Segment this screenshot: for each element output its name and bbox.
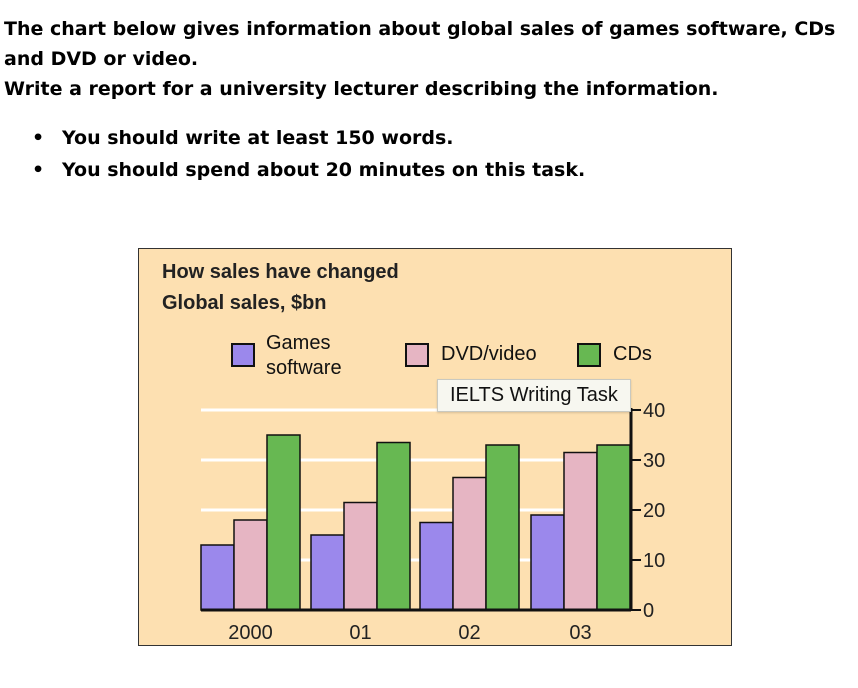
task-requirement: Write a report for a university lecturer… — [4, 78, 719, 100]
chart-title: How sales have changed — [162, 261, 399, 283]
bar-chart: 2000 01 02 03 0 10 20 30 40 — [200, 400, 665, 644]
y-tick-label-20: 20 — [643, 500, 665, 522]
y-tick-label-0: 0 — [643, 600, 654, 622]
task-description: The chart below gives information about … — [4, 18, 836, 70]
legend-swatch-games-software — [231, 343, 255, 367]
x-tick-label-03: 03 — [569, 622, 591, 644]
legend-label-cds: CDs — [613, 343, 652, 365]
legend-swatch-cds — [577, 343, 601, 367]
bar-cds-01 — [376, 441, 411, 611]
y-tick-label-10: 10 — [643, 550, 665, 572]
bar-dvd-video-03 — [563, 451, 598, 611]
y-tick-label-40: 40 — [643, 400, 665, 422]
bar-games-software-02 — [419, 521, 454, 611]
bar-games-software-2000 — [200, 544, 235, 611]
bar-cds-03 — [596, 444, 631, 611]
bar-dvd-video-2000 — [233, 519, 268, 611]
legend-label-dvd-video: DVD/video — [441, 343, 537, 365]
x-tick-label-02: 02 — [458, 622, 480, 644]
bar-dvd-video-02 — [452, 476, 487, 611]
legend-swatch-dvd-video — [405, 343, 429, 367]
chart-panel: How sales have changed Global sales, $bn… — [138, 248, 732, 646]
y-tick-label-30: 30 — [643, 450, 665, 472]
bullet-word-count: You should write at least 150 words. — [30, 122, 585, 154]
x-tick-label-01: 01 — [349, 622, 371, 644]
bar-cds-02 — [485, 444, 520, 611]
bar-cds-2000 — [266, 434, 301, 611]
bar-games-software-03 — [530, 514, 565, 611]
bullet-time-limit: You should spend about 20 minutes on thi… — [30, 154, 585, 186]
task-instructions: The chart below gives information about … — [4, 14, 854, 104]
bar-dvd-video-01 — [343, 501, 378, 611]
chart-title-block: How sales have changed Global sales, $bn — [162, 257, 399, 319]
tooltip: IELTS Writing Task — [437, 379, 631, 412]
legend-label-games-software: Games software — [266, 332, 342, 379]
chart-subtitle: Global sales, $bn — [162, 292, 327, 314]
x-tick-label-2000: 2000 — [228, 622, 273, 644]
bar-games-software-01 — [310, 534, 345, 611]
task-bullet-list: You should write at least 150 words. You… — [30, 122, 585, 186]
